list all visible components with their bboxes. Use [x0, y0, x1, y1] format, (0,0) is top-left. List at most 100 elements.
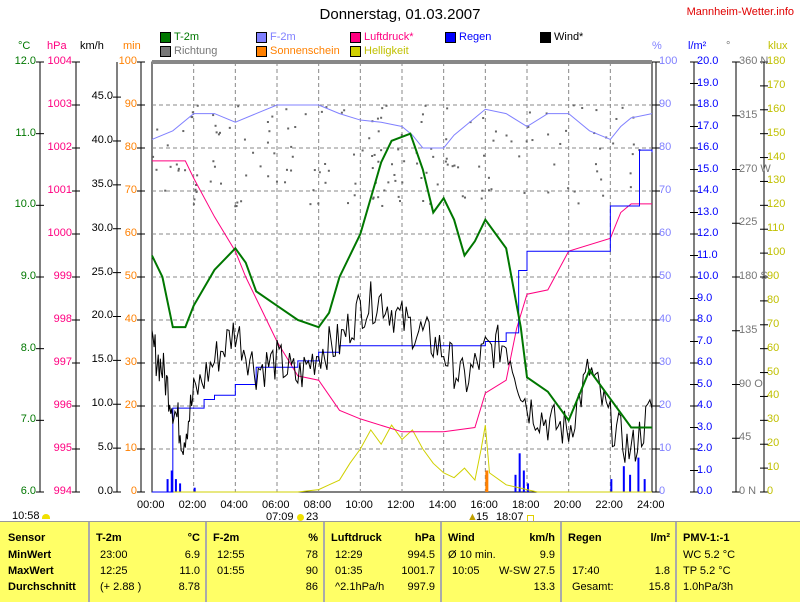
wind-direction-dot	[190, 115, 193, 118]
wind-direction-dot	[531, 139, 534, 142]
wind-direction-dot	[353, 153, 356, 156]
wind-direction-dot	[451, 165, 454, 168]
column-divider	[323, 522, 325, 602]
wind-direction-dot	[527, 125, 530, 128]
axis-tick-hpa: 994	[53, 485, 72, 497]
wind-direction-dot	[421, 113, 424, 116]
table-cell: 8.78	[178, 581, 200, 593]
axis-tick-min: 0	[130, 485, 137, 497]
sunshine-bar	[485, 470, 489, 492]
axis-tick-lm2: 3.0	[697, 420, 713, 433]
x-tick-label: 06:00	[262, 499, 290, 511]
axis-tick-hpa: 1000	[47, 227, 72, 239]
wind-direction-dot	[228, 126, 231, 129]
legend-luftdruck: Luftdruck*	[350, 31, 414, 43]
axis-tick-lm2: 16.0	[697, 141, 719, 153]
x-tick-label: 16:00	[470, 499, 498, 511]
axis-tick-lm2: 8.0	[697, 313, 713, 325]
legend-label: Sonnenschein	[270, 45, 340, 57]
axis-tick-hpa: 1002	[47, 141, 72, 153]
table-cell: 1.0hPa/3h	[683, 581, 734, 593]
legend-label: Richtung	[174, 45, 218, 57]
wind-direction-dot	[381, 204, 384, 207]
axis-tick-c: 11.0	[15, 126, 36, 139]
wind-direction-dot	[401, 181, 404, 184]
legend-f2m: F-2m	[256, 31, 296, 43]
table-cell: 997.9	[407, 581, 435, 593]
site-link[interactable]: Mannheim-Wetter.info	[686, 6, 794, 18]
axis-tick-deg: 360 N	[739, 55, 769, 67]
wind-direction-dot	[164, 189, 167, 192]
axis-tick-hpa: 996	[53, 399, 72, 411]
table-cell: Regen	[568, 532, 602, 544]
axis-tick-lm2: 13.0	[697, 205, 719, 218]
axis-tick-min: 70	[124, 184, 137, 196]
table-cell: km/h	[529, 532, 555, 544]
column-divider	[205, 522, 207, 602]
series-f-2m	[151, 104, 653, 149]
wind-direction-dot	[290, 169, 293, 172]
sun-icon	[297, 514, 304, 521]
wind-direction-dot	[234, 205, 237, 208]
axis-tick-lm2: 14.0	[697, 184, 719, 196]
wind-direction-dot	[212, 160, 215, 163]
wind-direction-dot	[169, 165, 172, 168]
axis-tick-min: 20	[124, 399, 137, 411]
axis-tick-kmh: 10.0	[91, 397, 113, 410]
rain-bar	[518, 453, 521, 492]
table-cell: 23:00	[100, 549, 128, 561]
table-cell: °C	[187, 532, 200, 544]
wind-direction-dot	[361, 149, 364, 152]
axis-tick-pct: 70	[659, 184, 672, 196]
wind-direction-dot	[155, 168, 158, 171]
table-cell: MinWert	[8, 549, 52, 561]
wind-direction-dot	[243, 138, 246, 141]
rain-bar	[166, 479, 169, 492]
wind-direction-dot	[377, 160, 380, 163]
wind-direction-dot	[266, 121, 269, 124]
wind-direction-dot	[219, 131, 222, 134]
axis-tick-klux: 170	[767, 78, 786, 91]
wind-direction-dot	[209, 180, 212, 183]
axis-tick-lm2: 6.0	[697, 356, 713, 368]
wind-direction-dot	[444, 160, 447, 163]
column-divider	[88, 522, 90, 602]
table-cell: 01:35	[335, 565, 363, 577]
wind-direction-dot	[385, 104, 388, 107]
axis-tick-deg: 135	[739, 323, 758, 336]
wind-direction-dot	[271, 115, 274, 118]
rain-bar	[179, 483, 182, 492]
x-tick-label: 22:00	[595, 499, 623, 511]
table-cell: Luftdruck	[331, 532, 382, 544]
axis-tick-lm2: 5.0	[697, 377, 713, 390]
wind-direction-dot	[494, 130, 497, 133]
axis-tick-hpa: 995	[53, 442, 72, 454]
wind-direction-dot	[304, 113, 307, 116]
wind-direction-dot	[464, 196, 467, 199]
wind-direction-dot	[220, 182, 223, 185]
table-cell: 90	[305, 565, 318, 577]
wind-direction-dot	[372, 196, 375, 199]
wind-direction-dot	[177, 169, 180, 172]
wind-direction-dot	[483, 154, 486, 157]
wind-direction-dot	[377, 130, 380, 133]
table-cell: 1.8	[654, 565, 670, 577]
axis-tick-lm2: 11.0	[697, 248, 718, 261]
x-tick-label: 20:00	[553, 499, 582, 511]
legend-label: Luftdruck*	[364, 31, 414, 43]
legend-label: Wind*	[554, 31, 584, 43]
wind-direction-dot	[347, 202, 350, 205]
unit-lm2: l/m²	[688, 40, 707, 52]
table-cell: Gesamt:	[572, 581, 614, 593]
axis-tick-deg: 270 W	[739, 162, 771, 175]
axis-tick-kmh: 15.0	[91, 353, 113, 366]
wind-direction-dot	[217, 133, 220, 136]
legend-label: Helligkeit	[364, 45, 409, 57]
wind-direction-dot	[425, 171, 428, 174]
wind-direction-dot	[309, 203, 312, 206]
rain-bar	[522, 470, 525, 492]
wind-direction-dot	[317, 202, 320, 205]
wind-direction-dot	[371, 154, 374, 157]
axis-tick-c: 12.0	[14, 55, 36, 67]
wind-direction-dot	[632, 143, 635, 146]
